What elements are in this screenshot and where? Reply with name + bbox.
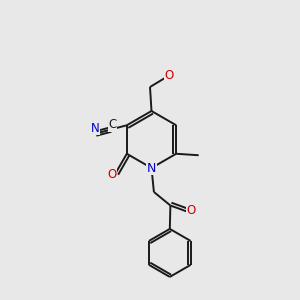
- Text: N: N: [147, 161, 156, 175]
- Text: O: O: [107, 168, 117, 181]
- Text: O: O: [186, 204, 196, 217]
- Text: O: O: [164, 68, 173, 82]
- Text: N: N: [91, 122, 100, 135]
- Text: C: C: [108, 118, 116, 131]
